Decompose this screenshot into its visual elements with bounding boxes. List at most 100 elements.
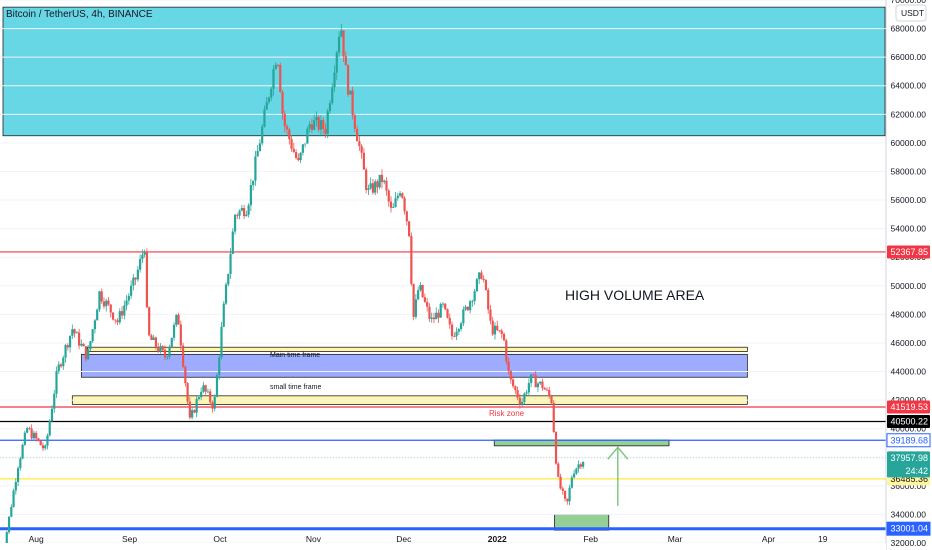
currency-button-label[interactable]: USDT bbox=[901, 8, 924, 18]
candle bbox=[148, 306, 151, 337]
candle-body bbox=[195, 399, 198, 413]
candle bbox=[211, 400, 214, 413]
candle-body bbox=[59, 364, 63, 367]
candle bbox=[272, 65, 275, 96]
candle-body bbox=[91, 329, 94, 342]
candle bbox=[35, 431, 38, 442]
candle-body bbox=[502, 333, 506, 341]
candle-body bbox=[310, 124, 314, 130]
candle bbox=[132, 274, 135, 291]
candle bbox=[301, 143, 304, 156]
small-time-frame-label: small time frame bbox=[270, 384, 321, 391]
time-tick-label: Nov bbox=[306, 534, 322, 544]
candle bbox=[37, 437, 40, 442]
currency-button[interactable]: USDT bbox=[895, 4, 927, 22]
time-tick-label: Apr bbox=[762, 534, 775, 544]
candle bbox=[575, 467, 578, 475]
candle bbox=[136, 265, 139, 282]
candle-body bbox=[270, 88, 273, 98]
candle bbox=[166, 355, 169, 360]
candle-body bbox=[220, 326, 223, 358]
candle-body bbox=[80, 343, 83, 346]
candle bbox=[184, 365, 187, 387]
candle-body bbox=[166, 356, 169, 358]
candle-body bbox=[453, 336, 456, 337]
candle-body bbox=[157, 346, 160, 352]
candle-body bbox=[525, 392, 528, 394]
candle bbox=[559, 473, 562, 490]
candle-body bbox=[500, 330, 503, 334]
candle-body bbox=[403, 197, 406, 212]
candle bbox=[80, 339, 83, 347]
candle-body bbox=[308, 124, 311, 129]
candle-body bbox=[514, 386, 517, 391]
candle bbox=[374, 179, 377, 196]
candle-body bbox=[342, 30, 345, 57]
candle bbox=[118, 308, 121, 325]
candle bbox=[394, 191, 397, 208]
candle-body bbox=[252, 180, 255, 186]
candle-body bbox=[227, 273, 230, 285]
candle-body bbox=[376, 181, 379, 188]
candle bbox=[473, 288, 476, 305]
candle bbox=[111, 312, 115, 321]
candle bbox=[469, 299, 472, 314]
candles-layer bbox=[3, 23, 585, 550]
time-axis[interactable]: Aug Sep Oct Nov Dec 2022 Feb Mar Apr 19 bbox=[0, 534, 886, 550]
candle bbox=[179, 320, 182, 351]
candle bbox=[557, 461, 560, 478]
candle bbox=[577, 460, 580, 473]
candle bbox=[331, 83, 334, 105]
candle bbox=[240, 204, 243, 212]
candle bbox=[450, 321, 454, 340]
candle-body bbox=[134, 277, 137, 280]
candle-body bbox=[428, 306, 431, 319]
candle bbox=[346, 63, 350, 97]
price-tick-label: 32000.00 bbox=[891, 538, 927, 548]
candle bbox=[410, 232, 413, 286]
candle bbox=[523, 392, 526, 405]
candle-body bbox=[175, 314, 178, 325]
candle bbox=[87, 345, 90, 360]
candle bbox=[387, 188, 390, 207]
candle-body bbox=[539, 381, 542, 384]
candle-body bbox=[577, 464, 580, 469]
candle bbox=[224, 282, 228, 305]
candle-body bbox=[421, 285, 424, 298]
candle-body bbox=[482, 278, 485, 281]
candle-body bbox=[141, 254, 144, 259]
candle bbox=[414, 294, 417, 320]
candle-body bbox=[12, 490, 15, 507]
candle-body bbox=[118, 311, 121, 323]
candle bbox=[139, 254, 142, 273]
candle-body bbox=[211, 402, 214, 409]
candle bbox=[14, 478, 17, 495]
currency-button-box[interactable] bbox=[895, 4, 927, 22]
candle-body bbox=[55, 371, 58, 394]
candle bbox=[489, 305, 492, 325]
candle bbox=[360, 144, 363, 159]
candle bbox=[566, 498, 569, 505]
candle-body bbox=[410, 236, 413, 284]
high-volume-area-label: HIGH VOLUME AREA bbox=[565, 287, 705, 303]
candle-body bbox=[541, 381, 544, 389]
candle bbox=[362, 148, 365, 170]
candle bbox=[193, 409, 196, 414]
candle-body bbox=[572, 473, 576, 478]
candle-body bbox=[426, 301, 429, 307]
candle bbox=[568, 484, 571, 505]
candle bbox=[141, 249, 144, 264]
time-tick-label: Dec bbox=[396, 534, 412, 544]
candle bbox=[525, 390, 528, 396]
candle-body bbox=[516, 390, 519, 398]
candle bbox=[10, 504, 13, 518]
candle-body bbox=[518, 397, 521, 405]
candle bbox=[218, 355, 221, 380]
candle bbox=[365, 167, 368, 194]
candle bbox=[423, 293, 427, 304]
candle-body bbox=[326, 111, 329, 134]
candle bbox=[120, 306, 124, 320]
candle bbox=[475, 277, 479, 293]
candle-body bbox=[543, 388, 546, 390]
